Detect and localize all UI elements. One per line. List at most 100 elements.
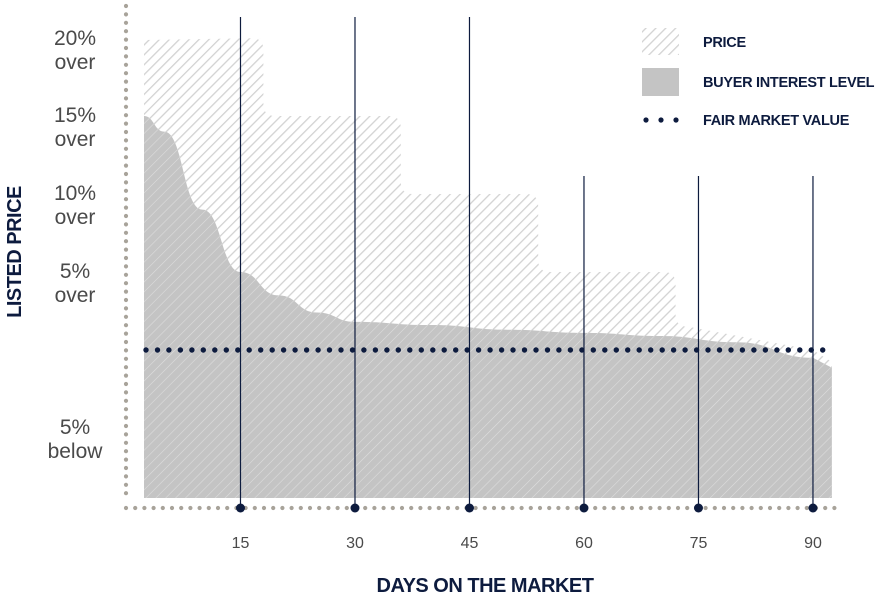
y-axis-dot: [123, 163, 129, 168]
x-axis-dot: [473, 505, 478, 511]
x-axis-dot: [409, 505, 414, 511]
fair-market-value-line: [143, 347, 826, 353]
fair-value-dot: [395, 347, 401, 353]
fair-value-dot: [762, 347, 769, 353]
fair-value-dot: [361, 347, 367, 353]
x-axis-dot: [528, 505, 533, 511]
x-axis-dot: [363, 505, 368, 511]
x-marker-90: [808, 503, 818, 513]
x-axis-dot: [666, 505, 671, 511]
y-axis-dot: [123, 415, 129, 420]
x-axis-dot: [418, 505, 423, 511]
x-axis-dot: [767, 505, 773, 511]
x-axis-dot: [179, 505, 184, 511]
x-axis-dot: [593, 505, 598, 511]
fair-value-dot: [200, 347, 206, 353]
fair-value-dot: [212, 347, 218, 353]
x-axis-dot: [629, 505, 635, 511]
fair-value-dot: [372, 347, 379, 353]
fair-value-dot: [705, 347, 711, 353]
x-axis-dot: [390, 505, 395, 511]
fair-value-dot: [338, 347, 344, 353]
y-axis-dot: [123, 482, 129, 487]
x-axis-dot: [556, 505, 561, 511]
fair-value-dot: [177, 347, 184, 353]
fair-value-dot: [682, 347, 688, 353]
y-axis-dot: [123, 205, 129, 210]
fair-value-dot: [544, 347, 551, 353]
y-axis-dot: [123, 247, 129, 252]
x-axis-dot: [298, 505, 303, 511]
x-tick-label-90: 90: [804, 535, 822, 552]
x-axis-dot: [721, 505, 727, 511]
fair-value-dot: [579, 347, 585, 353]
x-axis-dot: [335, 505, 340, 511]
x-axis-dot: [381, 505, 386, 511]
y-axis-dot: [123, 423, 129, 429]
fair-value-dot: [292, 347, 298, 353]
y-axis-dot: [123, 239, 129, 244]
y-tick-label: 15% over: [54, 104, 96, 151]
x-axis-dot: [602, 505, 607, 511]
y-axis-dot: [123, 289, 129, 294]
y-axis-dot: [123, 62, 129, 67]
x-axis-dot: [133, 505, 138, 511]
x-axis-dot: [326, 505, 331, 511]
y-axis-dot: [123, 297, 129, 303]
x-axis-dot: [215, 505, 221, 511]
fair-value-dot: [659, 347, 665, 353]
y-axis-dot: [123, 155, 129, 160]
x-axis-dot: [445, 505, 451, 511]
x-axis-dot: [786, 505, 791, 511]
x-axis-dot: [188, 505, 193, 511]
x-marker-45: [464, 503, 474, 513]
fair-value-dot: [326, 347, 333, 353]
x-axis-dot: [832, 505, 837, 511]
fair-value-dot: [453, 347, 459, 353]
y-axis-dot: [123, 20, 129, 25]
y-tick-label: 20% over: [54, 27, 96, 74]
fair-value-dot: [602, 347, 608, 353]
fair-value-dot: [521, 347, 528, 353]
x-axis: [123, 505, 837, 511]
fair-value-dot: [166, 347, 172, 353]
fair-value-dot: [280, 347, 287, 353]
x-axis-dot: [510, 505, 515, 511]
y-axis-dot: [123, 197, 129, 202]
x-axis-title: DAYS ON THE MARKET: [377, 575, 594, 597]
fair-value-dot: [441, 347, 447, 353]
x-axis-dot: [685, 505, 690, 511]
y-axis-dot: [123, 71, 129, 76]
vertical-gridlines: [239, 17, 814, 508]
x-axis-dot: [823, 505, 828, 511]
x-axis-dot: [317, 505, 322, 511]
fair-value-dot: [418, 347, 424, 353]
fair-value-dot: [739, 347, 746, 353]
y-axis-dot: [123, 398, 129, 403]
y-axis-dot: [123, 314, 129, 319]
fair-value-dot: [189, 347, 195, 353]
y-axis-dot: [123, 29, 129, 34]
x-axis-dot: [271, 505, 276, 511]
legend-buyer-interest-label: BUYER INTEREST LEVEL: [703, 75, 875, 91]
x-marker-75: [693, 503, 703, 513]
fair-value-dot: [154, 347, 161, 353]
fair-value-dot: [648, 347, 654, 353]
x-axis-dot: [482, 505, 487, 511]
fair-value-dot: [349, 347, 356, 353]
fair-value-dot: [384, 347, 390, 353]
y-axis-dot: [123, 323, 129, 328]
x-tick-label-60: 60: [575, 535, 593, 552]
x-axis-dot: [123, 505, 129, 511]
fair-value-dot: [556, 347, 562, 353]
legend-price-swatch: [642, 28, 679, 55]
y-axis-dot: [123, 230, 129, 235]
fair-value-dot: [820, 347, 826, 353]
y-axis-dot: [123, 104, 129, 109]
fair-value-dot: [258, 347, 264, 353]
y-axis-dot: [123, 348, 129, 353]
y-axis-dot: [123, 365, 129, 370]
x-axis-dot: [611, 505, 616, 511]
y-axis-dot: [123, 113, 129, 118]
fair-value-dot: [670, 347, 677, 353]
